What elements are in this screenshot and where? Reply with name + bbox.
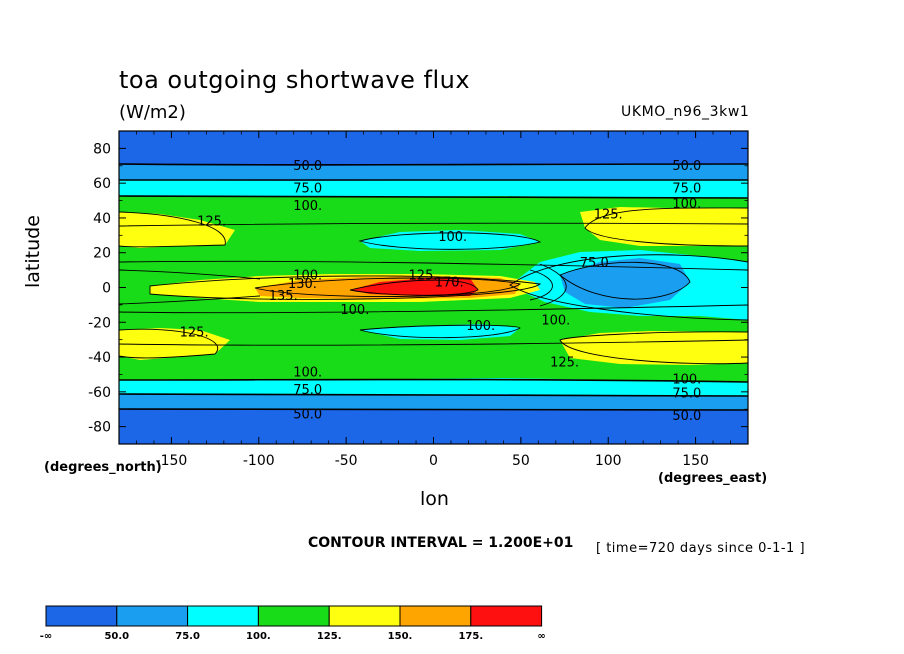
x-tick-label: -150 xyxy=(156,453,188,469)
contour-line xyxy=(119,393,748,397)
contour-line xyxy=(119,222,748,227)
contour-line xyxy=(584,207,748,247)
contour-line xyxy=(149,275,542,300)
contour-label: 125. xyxy=(197,214,226,229)
contour-label: 50.0 xyxy=(293,407,322,422)
contour-line xyxy=(119,378,748,383)
colorbar-swatch xyxy=(399,605,472,627)
contour-label: 75.0 xyxy=(580,256,609,271)
colorbar-label: 100. xyxy=(246,631,271,642)
colorbar-label: ∞ xyxy=(537,631,545,642)
contour-line xyxy=(349,279,479,296)
colorbar-label: 50.0 xyxy=(104,631,129,642)
colorbar-swatch xyxy=(328,605,401,627)
contour-label: 125. xyxy=(409,268,438,283)
colorbar-swatch xyxy=(45,605,118,627)
y-tick-label: 20 xyxy=(93,246,111,262)
x-tick-label: -100 xyxy=(243,453,275,469)
x-axis-title: lon xyxy=(420,488,449,510)
colorbar-label: 75.0 xyxy=(175,631,200,642)
contour-line xyxy=(358,232,542,250)
y-tick-label: -80 xyxy=(88,420,111,436)
band-gt175-eq-region xyxy=(350,277,478,296)
colorbar-swatch xyxy=(257,605,330,627)
y-tick-label: -20 xyxy=(88,315,111,331)
contour-line xyxy=(559,261,691,300)
contour-line xyxy=(359,324,521,339)
contour-line xyxy=(509,254,748,321)
contour-label: 170. xyxy=(435,275,464,290)
contour-label: 75.0 xyxy=(293,383,322,398)
contour-line xyxy=(254,277,522,298)
band-75-100-npool-region xyxy=(360,230,540,251)
contour-line xyxy=(559,331,748,365)
contour-line xyxy=(119,304,748,314)
x-tick-label: -50 xyxy=(335,453,358,469)
contour-label: 75.0 xyxy=(672,387,701,402)
colorbar-label: 150. xyxy=(388,631,413,642)
contour-label: 100. xyxy=(293,268,322,283)
contour-line xyxy=(119,339,748,346)
contour-interval-label: CONTOUR INTERVAL = 1.200E+01 xyxy=(308,535,574,551)
contour-line xyxy=(539,263,567,307)
band-50-75-east-region xyxy=(560,258,690,308)
x-tick-label: 50 xyxy=(512,453,530,469)
contour-line xyxy=(119,195,748,199)
y-tick-label: -40 xyxy=(88,350,111,366)
colorbar-swatch xyxy=(116,605,189,627)
colorbar-swatch xyxy=(470,605,543,627)
y-tick-label: -60 xyxy=(88,385,111,401)
colorbar-label: 125. xyxy=(317,631,342,642)
y-axis-units: (degrees_north) xyxy=(44,460,162,475)
contour-label: 125. xyxy=(550,355,579,370)
contour-label: 100. xyxy=(672,373,701,388)
contour-line xyxy=(119,408,748,411)
contour-line xyxy=(119,269,261,280)
chart-title: toa outgoing shortwave flux xyxy=(119,66,471,94)
contour-label: 100. xyxy=(293,199,322,214)
contour-label: 100. xyxy=(672,197,701,212)
y-tick-label: 60 xyxy=(93,176,111,192)
contour-line xyxy=(119,328,218,359)
x-tick-label: 0 xyxy=(429,453,438,469)
contour-label: 135. xyxy=(269,289,298,304)
contour-label: 100. xyxy=(466,319,495,334)
contour-label: 100. xyxy=(438,230,467,245)
x-tick-label: 100 xyxy=(595,453,622,469)
band-125-150-nw-region xyxy=(119,212,235,248)
y-tick-label: 0 xyxy=(102,281,111,297)
contour-line xyxy=(529,269,553,301)
contour-label: 125. xyxy=(594,207,623,222)
contour-label: 100. xyxy=(293,366,322,381)
contour-label: 100. xyxy=(541,314,570,329)
colorbar-swatch xyxy=(187,605,259,627)
time-label: [ time=720 days since 0-1-1 ] xyxy=(596,541,806,556)
contour-line xyxy=(119,295,261,305)
contour-label: 75.0 xyxy=(672,181,701,196)
band-125-150-ne-region xyxy=(580,207,748,246)
contour-line xyxy=(119,260,748,271)
x-tick-label: 150 xyxy=(682,453,709,469)
chart-units: (W/m2) xyxy=(119,102,186,123)
y-tick-label: 80 xyxy=(93,141,111,157)
colorbar-label: 175. xyxy=(458,631,483,642)
contour-label: 50.0 xyxy=(672,159,701,174)
contour-line xyxy=(119,163,748,166)
model-label: UKMO_n96_3kw1 xyxy=(621,104,750,120)
contour-label: 125. xyxy=(180,326,209,341)
contour-label: 130. xyxy=(288,277,317,292)
colorbar-label: -∞ xyxy=(40,631,52,642)
y-tick-label: 40 xyxy=(93,211,111,227)
x-axis-units: (degrees_east) xyxy=(658,471,768,486)
contour-label: 50.0 xyxy=(293,159,322,174)
contour-line xyxy=(119,211,226,248)
contour-label: 75.0 xyxy=(293,181,322,196)
contour-label: 50.0 xyxy=(672,409,701,424)
contour-label: 100. xyxy=(340,303,369,318)
